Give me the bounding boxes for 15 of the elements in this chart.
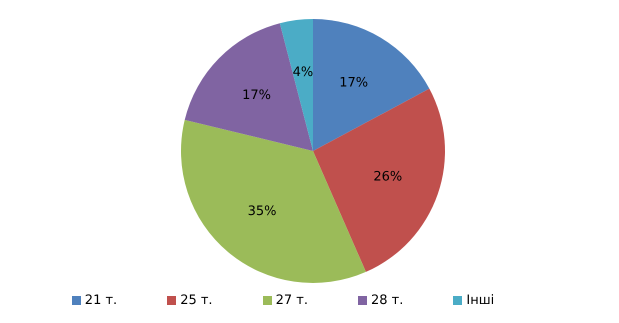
pie-slice	[184, 23, 313, 151]
pie-slice	[181, 120, 366, 283]
pie-slice	[280, 19, 313, 151]
legend-label: 25 т.	[180, 293, 213, 308]
data-label: 4%	[292, 64, 314, 80]
legend-label: 28 т.	[370, 293, 404, 308]
legend-label: Інші	[466, 293, 494, 308]
legend-label: 27 т.	[276, 293, 308, 308]
data-label: 35%	[248, 204, 277, 220]
pie-slice	[313, 88, 445, 272]
pie-slice	[313, 19, 430, 151]
data-label: 17%	[339, 76, 368, 91]
data-label: 17%	[242, 88, 272, 103]
data-label: 26%	[373, 169, 402, 184]
legend-label: 21 т.	[84, 293, 118, 308]
